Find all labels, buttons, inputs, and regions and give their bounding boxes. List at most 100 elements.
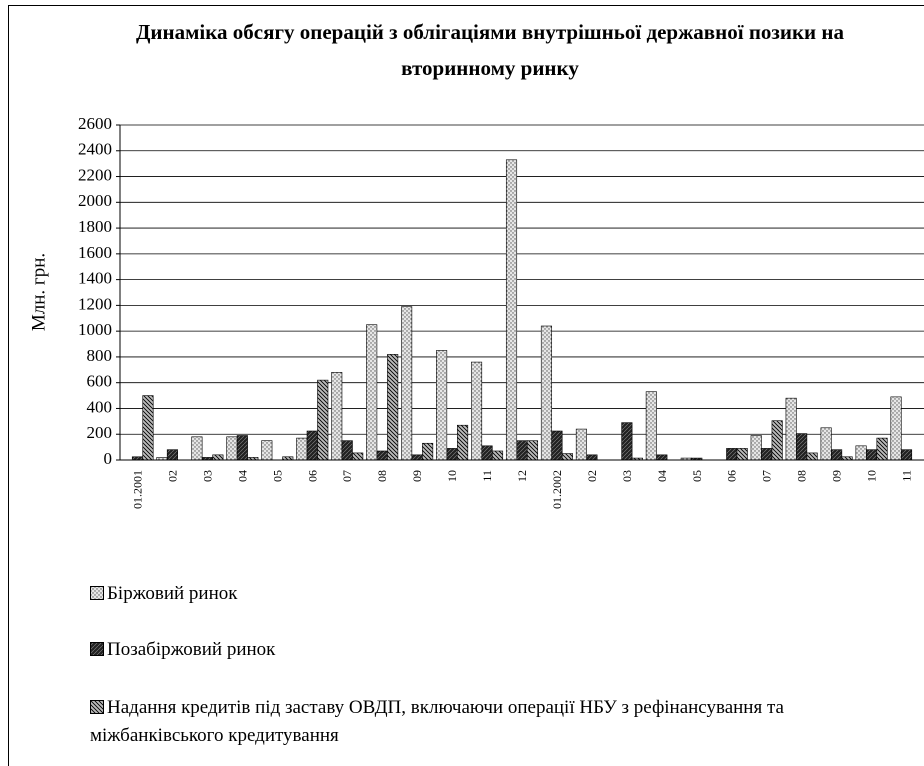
bar — [422, 442, 434, 461]
y-tick-label: 400 — [87, 397, 113, 416]
bar — [866, 449, 878, 461]
bar — [166, 449, 178, 461]
legend-swatch — [90, 700, 104, 714]
y-tick-label: 1200 — [78, 294, 112, 313]
legend-label: Біржовий ринок — [107, 583, 238, 604]
x-tick-label: 03 — [620, 470, 634, 482]
bar — [761, 448, 773, 461]
bar — [352, 452, 364, 461]
bar — [331, 372, 343, 461]
legend-item: Надання кредитів під заставу ОВДП, включ… — [90, 694, 810, 750]
legend-label: Надання кредитів під заставу ОВДП, включ… — [90, 697, 784, 746]
bar — [900, 449, 913, 461]
bar — [436, 350, 448, 461]
x-tick-label: 05 — [690, 470, 704, 482]
bar — [561, 453, 573, 461]
bar — [505, 159, 518, 461]
bar — [212, 454, 224, 461]
y-tick-label: 800 — [87, 346, 113, 365]
x-tick-label: 02 — [585, 470, 599, 482]
bar — [341, 440, 353, 461]
legend-swatch-fill — [90, 586, 104, 600]
bar — [317, 379, 329, 461]
bar — [586, 454, 598, 461]
x-tick-label: 04 — [235, 470, 249, 482]
y-tick-label: 1800 — [78, 217, 112, 236]
x-tick-label: 10 — [865, 470, 879, 482]
y-tick-label: 200 — [87, 423, 113, 442]
x-tick-label: 12 — [515, 470, 529, 482]
bar — [750, 435, 762, 461]
bar — [457, 424, 469, 461]
bar — [236, 435, 248, 461]
bar — [366, 324, 378, 461]
chart: Млн. грн. 0 200 400 600 800 1000 1200 1400 1600 1… — [28, 114, 924, 509]
x-tick-label: 03 — [200, 470, 214, 482]
x-tick-label: 07 — [340, 470, 354, 482]
y-tick-label: 2400 — [78, 140, 112, 159]
bar — [226, 436, 238, 461]
legend-swatch — [90, 586, 104, 600]
legend-item: Біржовий ринок — [90, 580, 830, 608]
y-axis-label: Млн. грн. — [28, 253, 49, 331]
bar — [806, 452, 818, 461]
bar — [575, 428, 587, 461]
legend-swatch-fill — [90, 700, 104, 714]
y-tick-label: 2000 — [78, 191, 112, 210]
bar — [876, 437, 888, 461]
x-tick-label: 11 — [900, 470, 914, 482]
chart-title: Динаміка обсягу операцій з облігаціями в… — [135, 20, 845, 80]
bar — [296, 437, 308, 461]
x-tick-label: 08 — [795, 470, 809, 482]
bar — [446, 448, 458, 461]
bar — [411, 454, 423, 461]
y-tick-label: 1400 — [78, 269, 112, 288]
y-tick-label: 600 — [87, 372, 113, 391]
legend-swatch — [90, 642, 104, 656]
x-tick-label: 10 — [445, 470, 459, 482]
bar — [890, 396, 902, 461]
frame — [8, 5, 924, 766]
x-tick-label: 11 — [480, 470, 494, 482]
bar — [142, 395, 154, 461]
bar — [820, 427, 832, 461]
bar — [831, 449, 843, 461]
x-tick-label: 04 — [655, 470, 669, 482]
bar — [471, 361, 483, 461]
bar — [785, 397, 797, 461]
y-tick-label: 1000 — [78, 320, 112, 339]
bar — [726, 448, 738, 461]
y-tick-label: 1600 — [78, 243, 112, 262]
bar — [526, 440, 539, 461]
bar — [621, 422, 633, 461]
bar — [191, 436, 203, 461]
bar — [540, 325, 553, 461]
bar — [656, 454, 668, 461]
bar — [387, 354, 399, 461]
x-tick-label: 01.2001 — [130, 470, 144, 509]
y-tick-label: 0 — [104, 449, 113, 468]
bar — [306, 430, 318, 461]
bar — [401, 306, 413, 461]
bar — [736, 448, 748, 461]
bar — [796, 433, 808, 461]
bar — [491, 450, 504, 461]
x-tick-label: 05 — [270, 470, 284, 482]
x-tick-label: 06 — [725, 470, 739, 482]
legend-item: Позабіржовий ринок — [90, 636, 830, 664]
x-tick-label: 09 — [830, 470, 844, 482]
x-tick-label: 01.2002 — [550, 470, 564, 509]
legend-swatch-fill — [90, 642, 104, 656]
bar — [855, 445, 867, 461]
x-tick-label: 06 — [305, 470, 319, 482]
bar — [481, 445, 493, 461]
bar — [645, 391, 657, 461]
x-tick-label: 09 — [410, 470, 424, 482]
x-tick-label: 07 — [760, 470, 774, 482]
bar — [771, 420, 783, 461]
y-tick-label: 2200 — [78, 165, 112, 184]
bar — [261, 440, 273, 461]
x-tick-label: 08 — [375, 470, 389, 482]
x-tick-label: 02 — [165, 470, 179, 482]
